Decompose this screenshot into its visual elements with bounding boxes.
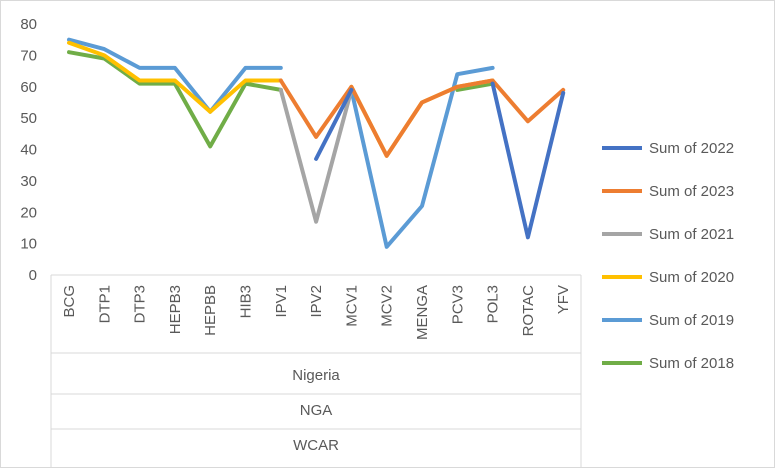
series-line-sum-of-2019 xyxy=(351,68,492,247)
x-tick-label-bcg: BCG xyxy=(61,285,78,318)
x-tick-label-rotac: ROTAC xyxy=(520,285,537,337)
legend: Sum of 2022 Sum of 2023 Sum of 2021 Sum of … xyxy=(602,140,734,372)
x-tick-label-dtp1: DTP1 xyxy=(96,285,113,323)
y-tick-label: 50 xyxy=(20,110,37,127)
axis-group-label-nigeria: Nigeria xyxy=(292,367,340,384)
legend-label-sum-of-2022: Sum of 2022 xyxy=(649,140,734,157)
x-tick-label-pcv3: PCV3 xyxy=(449,285,466,324)
x-tick-label-ipv2: IPV2 xyxy=(308,285,325,318)
x-tick-label-dtp3: DTP3 xyxy=(132,285,149,323)
x-tick-label-mcv2: MCV2 xyxy=(379,285,396,327)
axis-group-label-nga: NGA xyxy=(300,402,333,419)
series-line-sum-of-2019 xyxy=(69,40,281,112)
x-tick-label-hepb3: HEPB3 xyxy=(167,285,184,334)
x-tick-label-pol3: POL3 xyxy=(485,285,502,323)
y-tick-label: 20 xyxy=(20,204,37,221)
x-tick-label-ipv1: IPV1 xyxy=(273,285,290,318)
x-tick-label-mcv1: MCV1 xyxy=(343,285,360,327)
series-line-sum-of-2022 xyxy=(493,84,564,238)
y-tick-label: 80 xyxy=(20,16,37,33)
x-tick-label-hib3: HIB3 xyxy=(238,285,255,318)
y-tick-label: 10 xyxy=(20,236,37,253)
legend-label-sum-of-2021: Sum of 2021 xyxy=(649,226,734,243)
y-tick-label: 0 xyxy=(29,267,37,284)
series-line-sum-of-2020 xyxy=(69,43,281,112)
x-tick-label-menga: MENGA xyxy=(414,285,431,340)
y-tick-label: 60 xyxy=(20,79,37,96)
legend-label-sum-of-2023: Sum of 2023 xyxy=(649,183,734,200)
x-tick-label-hepbb: HEPBB xyxy=(202,285,219,336)
legend-label-sum-of-2018: Sum of 2018 xyxy=(649,355,734,372)
y-tick-label: 40 xyxy=(20,142,37,159)
x-tick-label-yfv: YFV xyxy=(555,285,572,314)
legend-label-sum-of-2020: Sum of 2020 xyxy=(649,269,734,286)
y-tick-label: 70 xyxy=(20,47,37,64)
axis-group-label-wcar: WCAR xyxy=(293,437,339,454)
series-layer xyxy=(69,40,563,247)
series-line-sum-of-2020 xyxy=(351,81,492,156)
legend-label-sum-of-2019: Sum of 2019 xyxy=(649,312,734,329)
y-tick-label: 30 xyxy=(20,173,37,190)
